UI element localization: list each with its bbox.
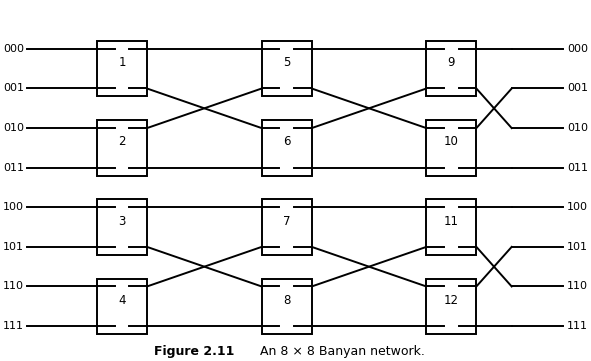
Bar: [97, 41, 147, 96]
Text: 100: 100: [3, 202, 24, 212]
Text: 011: 011: [567, 163, 588, 173]
Bar: [97, 120, 147, 175]
Text: 111: 111: [3, 321, 24, 331]
Text: 10: 10: [444, 135, 459, 148]
Bar: [97, 279, 147, 334]
Text: 12: 12: [444, 294, 459, 307]
Text: 011: 011: [3, 163, 24, 173]
Bar: [97, 199, 147, 255]
Text: 110: 110: [3, 282, 24, 291]
Bar: [426, 279, 476, 334]
Bar: [426, 120, 476, 175]
Text: 1: 1: [118, 56, 126, 69]
Text: 3: 3: [118, 215, 126, 228]
Text: Figure 2.11: Figure 2.11: [154, 345, 235, 358]
Text: 101: 101: [3, 242, 24, 252]
Text: 7: 7: [283, 215, 290, 228]
Text: 000: 000: [3, 44, 24, 54]
Text: 110: 110: [567, 282, 588, 291]
Bar: [262, 120, 311, 175]
Text: 9: 9: [447, 56, 455, 69]
Text: 4: 4: [118, 294, 126, 307]
Text: 101: 101: [567, 242, 588, 252]
Text: 000: 000: [567, 44, 588, 54]
Bar: [426, 41, 476, 96]
Text: 010: 010: [3, 123, 24, 133]
Text: 11: 11: [444, 215, 459, 228]
Bar: [262, 41, 311, 96]
Text: 5: 5: [283, 56, 290, 69]
Text: 2: 2: [118, 135, 126, 148]
Text: 100: 100: [567, 202, 588, 212]
Bar: [262, 199, 311, 255]
Text: 001: 001: [3, 83, 24, 93]
Bar: [262, 279, 311, 334]
Bar: [426, 199, 476, 255]
Text: An 8 × 8 Banyan network.: An 8 × 8 Banyan network.: [260, 345, 425, 358]
Text: 001: 001: [567, 83, 588, 93]
Text: 111: 111: [567, 321, 588, 331]
Text: 8: 8: [283, 294, 290, 307]
Text: 010: 010: [567, 123, 588, 133]
Text: 6: 6: [283, 135, 290, 148]
